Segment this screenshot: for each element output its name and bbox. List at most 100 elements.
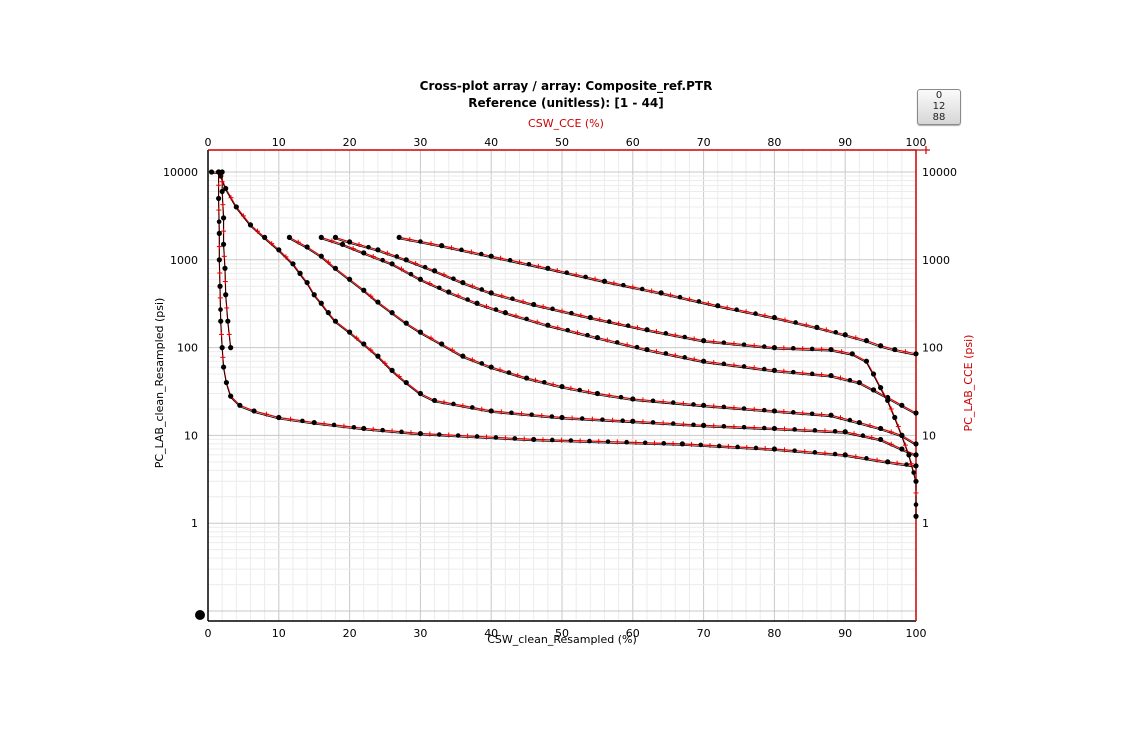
data-point bbox=[601, 278, 608, 284]
data-point bbox=[701, 402, 707, 408]
data-point bbox=[735, 444, 740, 450]
data-point bbox=[325, 310, 331, 316]
data-point bbox=[347, 239, 353, 245]
data-point bbox=[389, 367, 395, 373]
data-point bbox=[701, 422, 707, 428]
data-point bbox=[863, 338, 870, 344]
data-point bbox=[251, 408, 257, 414]
data-point bbox=[847, 417, 853, 423]
data-point bbox=[899, 432, 905, 438]
data-point bbox=[863, 358, 870, 364]
legend-box[interactable]: 0 12 88 bbox=[917, 89, 961, 125]
data-point bbox=[870, 371, 877, 377]
data-point bbox=[361, 341, 367, 347]
data-point bbox=[219, 345, 225, 351]
data-point bbox=[658, 290, 664, 296]
data-point bbox=[618, 394, 624, 400]
data-point bbox=[899, 402, 905, 408]
data-point bbox=[828, 346, 834, 353]
data-point bbox=[366, 244, 371, 250]
data-point bbox=[465, 297, 470, 302]
data-point bbox=[332, 234, 339, 240]
tick-labels: 0 0 10 10 20 20 30 30 40 40 50 50 60 60 70 70 80 80 90 90 10… bbox=[163, 136, 957, 640]
data-point bbox=[812, 428, 818, 433]
data-point bbox=[913, 410, 919, 416]
data-point bbox=[225, 318, 231, 324]
data-point bbox=[417, 390, 423, 397]
data-point bbox=[642, 440, 648, 446]
data-point bbox=[531, 436, 537, 443]
data-point bbox=[417, 430, 423, 437]
data-point bbox=[311, 419, 317, 426]
data-point bbox=[347, 329, 353, 335]
data-point bbox=[399, 429, 404, 435]
data-point bbox=[222, 265, 228, 271]
data-point bbox=[408, 271, 414, 277]
data-point bbox=[630, 418, 636, 424]
data-point bbox=[559, 383, 565, 390]
data-point bbox=[559, 414, 565, 421]
data-point bbox=[792, 448, 797, 453]
x-tick-label-bottom: 90 bbox=[838, 627, 852, 640]
data-point bbox=[620, 418, 625, 423]
data-point bbox=[512, 436, 518, 441]
data-point bbox=[761, 407, 767, 413]
x-tick-label-bottom: 70 bbox=[697, 627, 711, 640]
data-point bbox=[403, 320, 409, 326]
data-point bbox=[524, 375, 530, 381]
data-point bbox=[682, 334, 688, 340]
data-point bbox=[507, 257, 513, 263]
series-resampled-line bbox=[299, 274, 917, 457]
data-point bbox=[842, 332, 848, 338]
x-tick-label-top: 90 bbox=[838, 136, 852, 149]
data-point bbox=[549, 414, 555, 419]
data-point bbox=[564, 270, 570, 275]
data-point bbox=[741, 424, 747, 430]
data-point bbox=[904, 462, 909, 467]
data-point bbox=[549, 437, 555, 443]
data-point bbox=[478, 251, 484, 257]
data-point bbox=[493, 435, 499, 440]
data-point bbox=[790, 410, 796, 415]
data-point bbox=[304, 279, 310, 286]
data-point bbox=[833, 330, 839, 335]
data-point bbox=[594, 334, 601, 341]
data-point bbox=[606, 319, 612, 324]
data-point bbox=[771, 345, 778, 351]
data-point bbox=[375, 247, 381, 253]
y-tick-label-left: 10 bbox=[184, 429, 198, 442]
data-point bbox=[347, 276, 353, 282]
data-point bbox=[220, 215, 227, 221]
data-point bbox=[216, 219, 222, 225]
chart-title: Cross-plot array / array: Composite_ref.… bbox=[420, 79, 713, 94]
data-point bbox=[679, 441, 685, 447]
data-point bbox=[286, 234, 293, 240]
data-point bbox=[290, 261, 296, 267]
x-tick-label-top: 10 bbox=[272, 136, 286, 149]
data-point bbox=[300, 418, 305, 424]
data-series bbox=[208, 169, 919, 519]
x-tick-label-top: 100 bbox=[906, 136, 927, 149]
data-point bbox=[790, 369, 796, 375]
y-tick-label-left: 10000 bbox=[163, 166, 198, 179]
data-point bbox=[809, 371, 815, 377]
data-point bbox=[219, 188, 225, 195]
y-tick-label-right: 1000 bbox=[922, 254, 950, 267]
data-point bbox=[361, 250, 367, 256]
data-point bbox=[493, 307, 499, 312]
data-point bbox=[847, 377, 853, 383]
data-point bbox=[531, 301, 537, 308]
data-point bbox=[220, 364, 227, 370]
data-point bbox=[451, 401, 456, 407]
data-point bbox=[771, 446, 778, 452]
origin-marker bbox=[195, 610, 205, 620]
data-point bbox=[380, 257, 385, 263]
data-point bbox=[605, 439, 611, 444]
data-point bbox=[771, 408, 778, 414]
x-tick-label-top: 80 bbox=[767, 136, 781, 149]
x-tick-label-bottom: 80 bbox=[767, 627, 781, 640]
y-tick-label-right: 10000 bbox=[922, 166, 957, 179]
data-point bbox=[741, 342, 747, 347]
data-point bbox=[753, 445, 759, 451]
data-point bbox=[691, 402, 696, 407]
